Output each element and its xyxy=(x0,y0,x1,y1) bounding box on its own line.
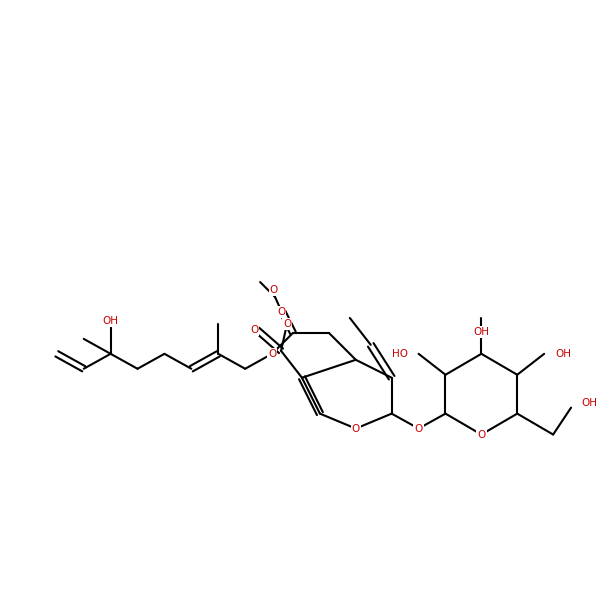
Text: HO: HO xyxy=(392,349,408,359)
Text: O: O xyxy=(477,430,485,440)
Text: O: O xyxy=(415,424,423,434)
Text: O: O xyxy=(352,424,360,434)
Text: O: O xyxy=(270,285,278,295)
Text: OH: OH xyxy=(582,398,598,408)
Text: O: O xyxy=(250,325,258,335)
Text: O: O xyxy=(277,307,285,317)
Text: O: O xyxy=(268,349,276,359)
Text: OH: OH xyxy=(555,349,571,359)
Text: OH: OH xyxy=(473,327,490,337)
Text: OH: OH xyxy=(103,316,119,326)
Text: O: O xyxy=(283,319,291,329)
